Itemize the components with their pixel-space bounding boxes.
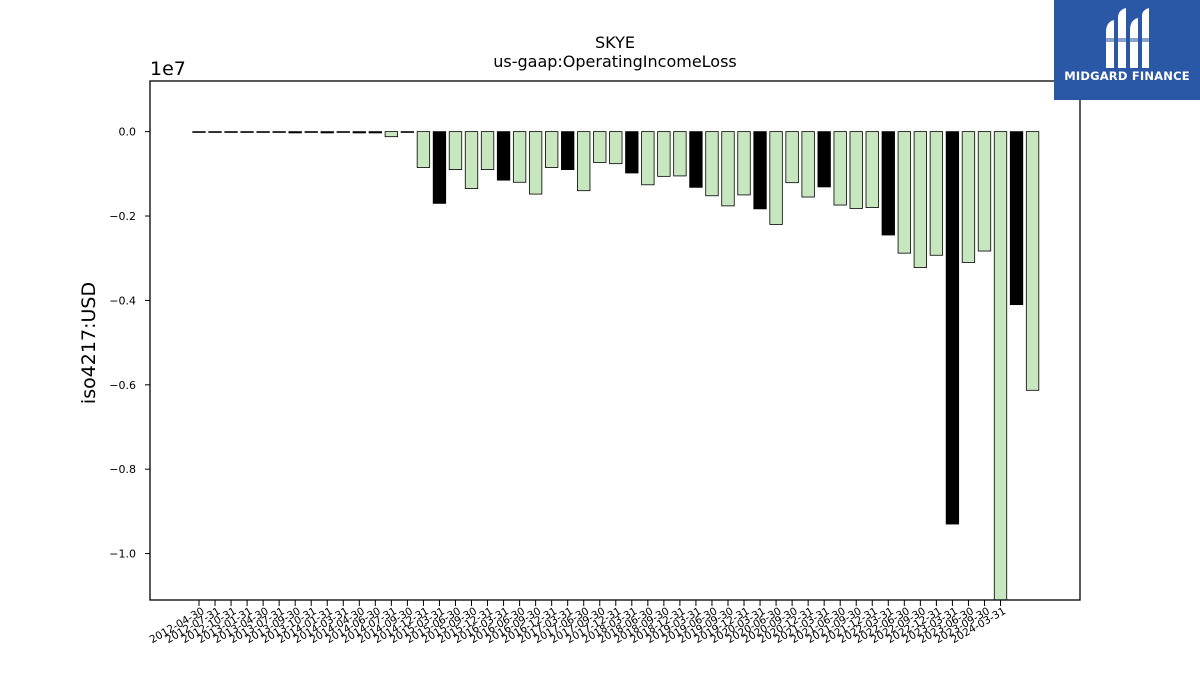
y-tick-label: −1.0 — [109, 548, 136, 561]
y-tick-label: −0.2 — [109, 210, 136, 223]
bar — [897, 131, 911, 254]
y-tick-label: 0.0 — [119, 126, 137, 139]
bar — [1009, 131, 1024, 306]
bar — [593, 131, 607, 163]
bar — [480, 131, 495, 171]
bar — [448, 131, 463, 171]
bar — [769, 131, 783, 225]
bar — [432, 131, 447, 204]
bar — [801, 131, 815, 198]
bar — [512, 131, 527, 183]
bar — [528, 131, 543, 195]
y-tick-label: −0.6 — [109, 379, 136, 392]
offset-text: 1e7 — [150, 58, 186, 80]
x-ticks: 2012-04-302012-07-312012-10-312013-01-31… — [148, 600, 1008, 646]
bar — [577, 131, 591, 192]
chart-title: SKYE — [595, 33, 635, 52]
bar — [240, 131, 254, 133]
chart-subtitle: us-gaap:OperatingIncomeLoss — [493, 52, 737, 71]
bar — [849, 131, 863, 209]
bar — [625, 131, 639, 174]
logo-text: MIDGARD FINANCE — [1064, 69, 1190, 83]
bar — [464, 131, 479, 189]
midgard-logo-icon — [1102, 8, 1152, 68]
bar — [977, 131, 992, 252]
bars — [192, 131, 1040, 601]
bar — [545, 131, 559, 168]
bar — [304, 131, 318, 133]
bar — [192, 131, 206, 133]
y-tick-label: −0.4 — [109, 294, 136, 307]
bar — [753, 131, 767, 210]
y-ticks: 0.0 −0.2 −0.4 −0.6 −0.8 −1.0 — [109, 126, 150, 561]
bar — [993, 131, 1008, 601]
bar — [961, 131, 976, 263]
bar — [945, 131, 960, 525]
bar — [641, 131, 655, 186]
bar — [689, 131, 703, 188]
y-tick-label: −0.8 — [109, 463, 136, 476]
bar — [705, 131, 719, 197]
bar — [673, 131, 687, 177]
bar — [833, 131, 847, 206]
bar — [368, 131, 382, 134]
bar — [352, 131, 366, 134]
bar — [256, 131, 270, 133]
bar — [785, 131, 799, 184]
y-axis-label: iso4217:USD — [78, 282, 100, 404]
bar — [817, 131, 831, 188]
bar — [929, 131, 944, 256]
bar — [657, 131, 671, 177]
bar — [400, 131, 415, 133]
bar — [1025, 131, 1040, 391]
bar — [737, 131, 751, 196]
bar — [416, 131, 431, 168]
bar — [320, 131, 334, 134]
brand-logo: MIDGARD FINANCE — [1054, 0, 1200, 100]
bar — [272, 131, 286, 133]
bar — [384, 131, 399, 138]
bar — [288, 131, 302, 134]
bar — [913, 131, 927, 268]
bar — [609, 131, 623, 165]
bar — [208, 131, 222, 133]
bar — [721, 131, 735, 207]
bar — [561, 131, 575, 171]
bar — [496, 131, 511, 181]
bar — [865, 131, 879, 208]
bar — [224, 131, 238, 133]
bar — [336, 131, 350, 133]
plot-frame — [149, 80, 1081, 601]
bar — [881, 131, 895, 236]
